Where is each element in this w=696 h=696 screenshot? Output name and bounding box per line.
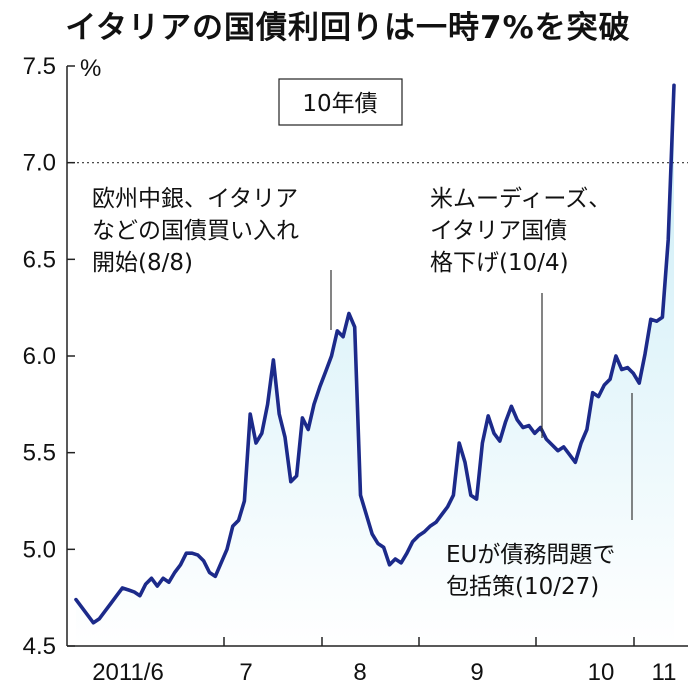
- annotation-text: 開始(8/8): [92, 250, 193, 276]
- y-tick-label: 6.5: [23, 246, 56, 273]
- y-tick-label: 4.5: [23, 633, 56, 660]
- annotation-text: 格下げ(10/4): [430, 250, 569, 276]
- annotation-text: 米ムーディーズ、: [430, 186, 611, 212]
- annotation-text: 欧州中銀、イタリア: [92, 186, 298, 212]
- series-line: [74, 83, 676, 625]
- x-tick-label: 11: [652, 659, 677, 686]
- annotation-text: などの国債買い入れ: [92, 218, 299, 244]
- annotation-text: イタリア国債: [430, 218, 567, 244]
- x-tick-label: 10: [588, 659, 615, 686]
- y-tick-label: 7.5: [23, 53, 56, 80]
- chart-title: イタリアの国債利回りは一時7%を突破: [65, 10, 631, 46]
- y-tick-label: 5.5: [23, 440, 56, 467]
- y-tick-label: 6.0: [23, 343, 56, 370]
- y-tick-label: 5.0: [23, 536, 56, 563]
- y-unit-label: %: [80, 55, 101, 82]
- series-area: [76, 85, 674, 647]
- label-box-text: 10年債: [302, 91, 377, 117]
- annotation-text: EUが債務問題で: [446, 542, 615, 568]
- y-tick-label: 7.0: [23, 150, 56, 177]
- x-tick-label: 7: [239, 659, 252, 686]
- x-tick-label: 8: [353, 659, 366, 686]
- annotation-text: 包括策(10/27): [446, 574, 599, 600]
- label-box: [278, 78, 403, 126]
- x-tick-label: 2011/6: [92, 659, 164, 686]
- x-tick-label: 9: [470, 659, 483, 686]
